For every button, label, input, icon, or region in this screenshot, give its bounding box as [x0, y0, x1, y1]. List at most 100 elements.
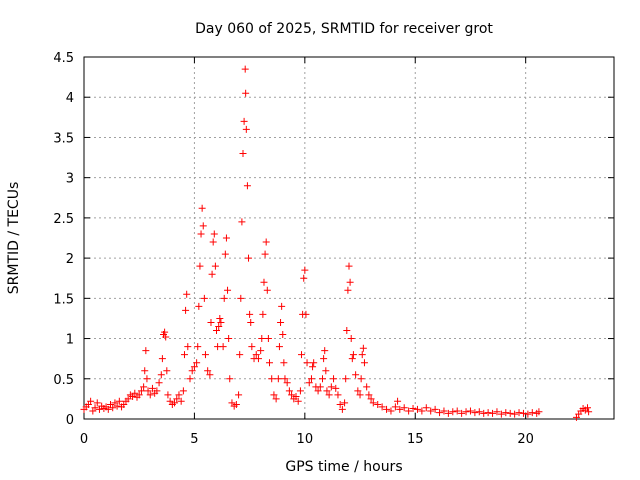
data-point	[519, 409, 527, 417]
data-point	[431, 405, 439, 413]
data-point	[199, 222, 207, 230]
x-tick-label: 15	[407, 432, 424, 447]
data-point	[146, 391, 154, 399]
data-point	[280, 359, 288, 367]
data-point	[418, 407, 426, 415]
data-point	[162, 333, 170, 341]
data-point	[235, 391, 243, 399]
y-tick-label: 1.5	[53, 292, 74, 307]
y-tick-label: 0	[66, 413, 74, 428]
plot-frame	[83, 56, 615, 420]
data-point	[394, 397, 402, 405]
data-point	[524, 410, 532, 418]
data-point	[336, 401, 344, 409]
data-point	[285, 387, 293, 395]
data-point	[216, 314, 224, 322]
data-point	[142, 347, 150, 355]
x-tick-label: 0	[80, 432, 88, 447]
data-point	[302, 310, 310, 318]
data-point	[359, 344, 367, 352]
data-point	[288, 391, 296, 399]
data-point	[322, 367, 330, 375]
data-point	[207, 318, 215, 326]
data-point	[341, 399, 349, 407]
data-point	[279, 331, 287, 339]
data-point	[378, 403, 386, 411]
data-point	[528, 409, 536, 417]
data-point	[400, 404, 408, 412]
gridlines	[84, 57, 614, 419]
data-point	[367, 395, 375, 403]
data-point	[222, 234, 230, 242]
data-point	[278, 302, 286, 310]
data-point	[215, 322, 223, 330]
data-point	[584, 404, 591, 412]
data-point	[274, 375, 282, 383]
data-point	[198, 204, 206, 212]
data-point	[177, 397, 185, 405]
data-point	[247, 318, 255, 326]
data-point	[493, 408, 501, 416]
data-point	[155, 379, 163, 387]
data-point	[374, 401, 382, 409]
x-tick-label: 10	[297, 432, 314, 447]
data-point	[196, 262, 204, 270]
y-axis-label: SRMTID / TECUs	[6, 182, 22, 295]
data-point	[502, 409, 510, 417]
data-point	[236, 351, 244, 359]
data-point	[193, 359, 201, 367]
y-tick-label: 1	[66, 333, 74, 348]
data-point	[268, 375, 276, 383]
data-point	[225, 335, 233, 343]
y-tick-label: 4.5	[53, 51, 74, 66]
data-point	[254, 355, 262, 363]
data-point	[242, 125, 250, 133]
data-point	[440, 407, 448, 415]
data-point	[188, 367, 196, 375]
y-tick-label: 3.5	[53, 131, 74, 146]
data-point	[141, 367, 149, 375]
data-point	[342, 375, 350, 383]
data-point	[515, 409, 523, 417]
x-axis-label: GPS time / hours	[285, 459, 402, 475]
data-point	[195, 302, 203, 310]
x-tick-label: 5	[190, 432, 198, 447]
data-point	[246, 310, 254, 318]
data-point	[497, 410, 505, 418]
data-point	[209, 238, 217, 246]
data-point	[164, 391, 172, 399]
data-point	[303, 359, 311, 367]
data-point	[489, 409, 497, 417]
data-point	[332, 384, 340, 392]
data-point	[275, 343, 283, 351]
data-point	[475, 408, 483, 416]
data-point	[480, 409, 488, 417]
data-point	[158, 355, 166, 363]
data-point	[259, 310, 267, 318]
data-point	[270, 391, 278, 399]
data-point	[310, 359, 318, 367]
data-point	[585, 408, 593, 416]
data-point	[344, 286, 352, 294]
data-point	[309, 363, 317, 371]
data-point	[453, 407, 461, 415]
data-point	[217, 318, 225, 326]
data-point	[387, 407, 395, 415]
data-point	[436, 409, 444, 417]
data-point	[135, 391, 143, 399]
data-point	[113, 402, 121, 410]
axis-ticks: 0 0.5 1 1.5 2 2.5 3 3.5 4 4.5 0 5 10 15 20	[53, 51, 614, 447]
data-point	[153, 387, 161, 395]
data-point	[422, 404, 430, 412]
data-point	[171, 399, 179, 407]
data-point	[330, 375, 338, 383]
data-point	[281, 375, 289, 383]
data-point	[163, 367, 171, 375]
data-point	[462, 408, 470, 416]
data-point	[184, 343, 192, 351]
data-point	[257, 347, 265, 355]
data-point	[104, 405, 112, 413]
data-points	[80, 65, 593, 421]
data-point	[314, 387, 322, 395]
